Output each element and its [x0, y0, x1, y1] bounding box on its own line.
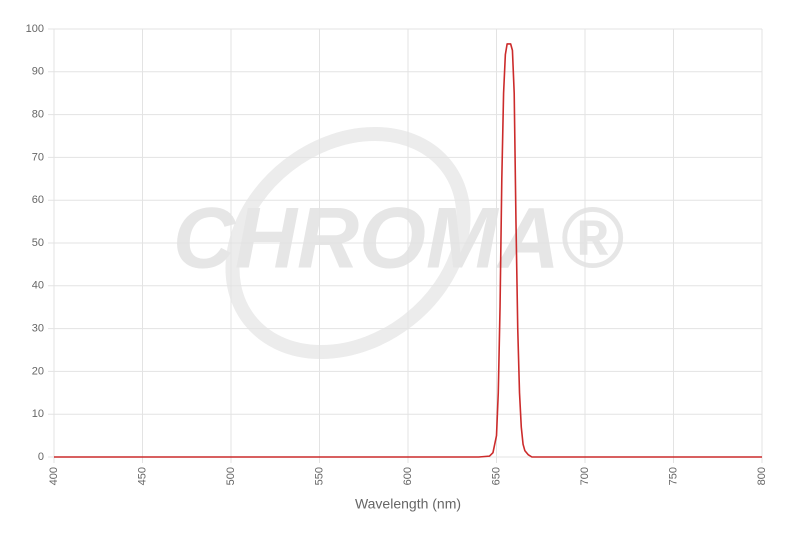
y-tick-label: 10: [32, 408, 44, 420]
y-tick-label: 90: [32, 66, 44, 78]
x-tick-label: 500: [225, 467, 237, 485]
y-tick-label: 80: [32, 109, 44, 121]
watermark-text: CHROMA®: [173, 191, 624, 287]
y-tick-label: 50: [32, 237, 44, 249]
x-tick-label: 400: [48, 467, 60, 485]
x-tick-label: 600: [402, 467, 414, 485]
x-tick-label: 650: [490, 467, 502, 485]
y-tick-label: 70: [32, 151, 44, 163]
y-tick-label: 60: [32, 194, 44, 206]
y-tick-label: 100: [26, 23, 44, 35]
x-tick-label: 550: [313, 467, 325, 485]
x-tick-label: 700: [579, 467, 591, 485]
y-tick-label: 30: [32, 323, 44, 335]
y-tick-label: 20: [32, 365, 44, 377]
y-tick-label: 0: [38, 451, 44, 463]
x-axis-title: Wavelength (nm): [355, 496, 461, 512]
x-tick-label: 800: [756, 467, 768, 485]
data-line: [54, 43, 762, 458]
y-tick-label: 40: [32, 280, 44, 292]
x-tick-label: 750: [667, 467, 679, 485]
x-tick-label: 450: [136, 467, 148, 485]
